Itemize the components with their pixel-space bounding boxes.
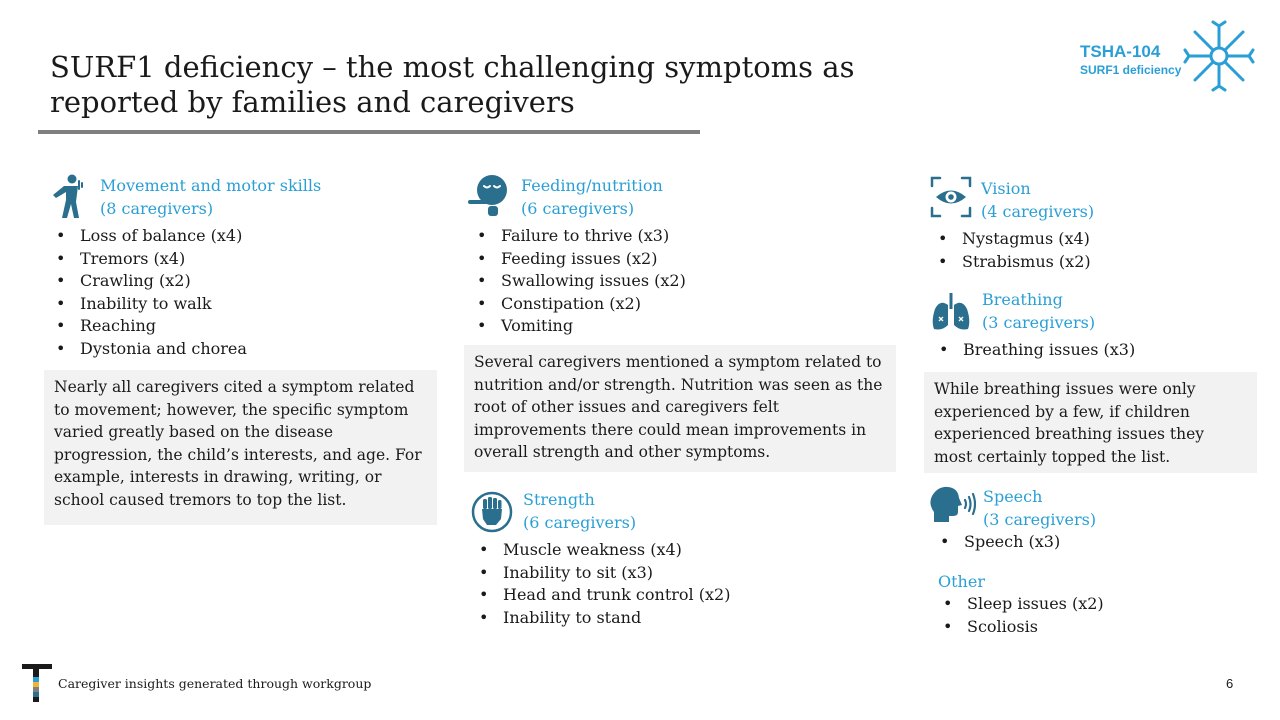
strength-count: (6 caregivers): [523, 513, 637, 532]
footer-caption: Caregiver insights generated through wor…: [58, 676, 372, 691]
page-number: 6: [1226, 676, 1234, 691]
baby-feeding-icon: [468, 175, 507, 216]
neuron-logo-icon: [1183, 20, 1255, 92]
strength-list: Muscle weakness (x4) Inability to sit (x…: [475, 539, 730, 629]
breathing-list: Breathing issues (x3): [935, 339, 1135, 362]
speech-list: Speech (x3): [936, 531, 1060, 554]
feeding-count: (6 caregivers): [521, 199, 635, 218]
other-heading: Other: [938, 572, 985, 591]
feeding-heading: Feeding/nutrition (6 caregivers): [521, 174, 663, 220]
list-item: Inability to stand: [475, 607, 730, 630]
list-item: Vomiting: [473, 315, 686, 338]
logo-code: TSHA-104: [1080, 42, 1161, 61]
company-logo-icon: [22, 664, 52, 702]
list-item: Speech (x3): [936, 531, 1060, 554]
list-item: Head and trunk control (x2): [475, 584, 730, 607]
other-list: Sleep issues (x2) Scoliosis: [939, 593, 1104, 638]
page-title: SURF1 deficiency – the most challenging …: [50, 50, 855, 119]
movement-list: Loss of balance (x4) Tremors (x4) Crawli…: [52, 225, 247, 360]
list-item: Swallowing issues (x2): [473, 270, 686, 293]
list-item: Scoliosis: [939, 616, 1104, 639]
list-item: Crawling (x2): [52, 270, 247, 293]
list-item: Muscle weakness (x4): [475, 539, 730, 562]
list-item: Failure to thrive (x3): [473, 225, 686, 248]
list-item: Reaching: [52, 315, 247, 338]
breathing-title: Breathing: [982, 290, 1063, 309]
vision-heading: Vision (4 caregivers): [981, 177, 1094, 223]
lungs-icon: [932, 293, 970, 330]
strength-heading: Strength (6 caregivers): [523, 488, 636, 534]
breathing-heading: Breathing (3 caregivers): [982, 288, 1095, 334]
list-item: Dystonia and chorea: [52, 338, 247, 361]
breathing-note: While breathing issues were only experie…: [924, 372, 1257, 473]
vision-count: (4 caregivers): [981, 202, 1095, 221]
list-item: Breathing issues (x3): [935, 339, 1135, 362]
vision-list: Nystagmus (x4) Strabismus (x2): [934, 228, 1091, 273]
list-item: Tremors (x4): [52, 248, 247, 271]
speaking-head-icon: [930, 486, 976, 522]
list-item: Constipation (x2): [473, 293, 686, 316]
speech-count: (3 caregivers): [983, 510, 1097, 529]
list-item: Inability to walk: [52, 293, 247, 316]
list-item: Loss of balance (x4): [52, 225, 247, 248]
breathing-count: (3 caregivers): [982, 313, 1096, 332]
person-balance-icon: [53, 174, 83, 218]
feeding-title: Feeding/nutrition: [521, 176, 663, 195]
feeding-note: Several caregivers mentioned a symptom r…: [464, 345, 896, 472]
speech-title: Speech: [983, 487, 1043, 506]
movement-count: (8 caregivers): [100, 199, 214, 218]
fist-icon: [471, 491, 513, 533]
eye-scan-icon: [930, 176, 972, 218]
movement-note: Nearly all caregivers cited a symptom re…: [44, 370, 437, 525]
strength-title: Strength: [523, 490, 595, 509]
list-item: Inability to sit (x3): [475, 562, 730, 585]
logo-subtitle: SURF1 deficiency: [1080, 63, 1182, 77]
feeding-list: Failure to thrive (x3) Feeding issues (x…: [473, 225, 686, 338]
list-item: Nystagmus (x4): [934, 228, 1091, 251]
movement-title: Movement and motor skills: [100, 176, 322, 195]
brand-logo-text: TSHA-104 SURF1 deficiency: [1080, 42, 1181, 78]
list-item: Feeding issues (x2): [473, 248, 686, 271]
speech-heading: Speech (3 caregivers): [983, 485, 1096, 531]
title-divider: [38, 130, 700, 134]
movement-heading: Movement and motor skills (8 caregivers): [100, 174, 321, 220]
list-item: Strabismus (x2): [934, 251, 1091, 274]
vision-title: Vision: [981, 179, 1031, 198]
list-item: Sleep issues (x2): [939, 593, 1104, 616]
